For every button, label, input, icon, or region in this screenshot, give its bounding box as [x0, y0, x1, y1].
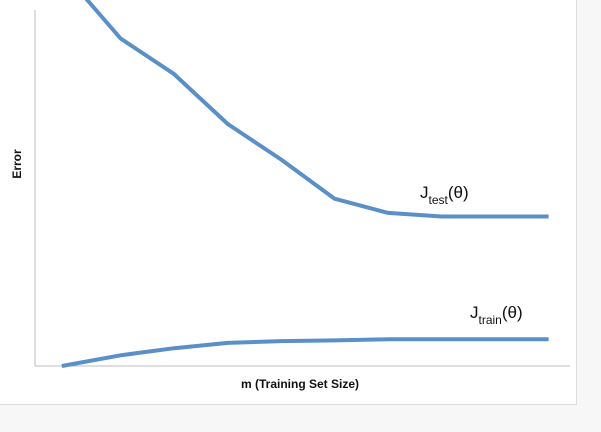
test-error-line [84, 0, 549, 219]
learning-curve-chart: m (Training Set Size) Error Jtest(θ) Jtr… [10, 0, 570, 391]
y-axis-title: Error [10, 149, 24, 179]
train-error-line [61, 337, 549, 368]
train-curve-label: Jtrain(θ) [470, 303, 523, 327]
test-label-main: J [420, 183, 429, 202]
test-curve-label: Jtest(θ) [420, 183, 469, 207]
train-label-tail: (θ) [502, 303, 523, 322]
chart-panel: m (Training Set Size) Error Jtest(θ) Jtr… [0, 0, 577, 405]
series-layer [61, 0, 549, 368]
x-axis-title: m (Training Set Size) [241, 377, 359, 391]
train-label-sub: train [479, 313, 502, 327]
test-label-tail: (θ) [448, 183, 469, 202]
train-label-main: J [470, 303, 479, 322]
test-label-sub: test [429, 193, 449, 207]
